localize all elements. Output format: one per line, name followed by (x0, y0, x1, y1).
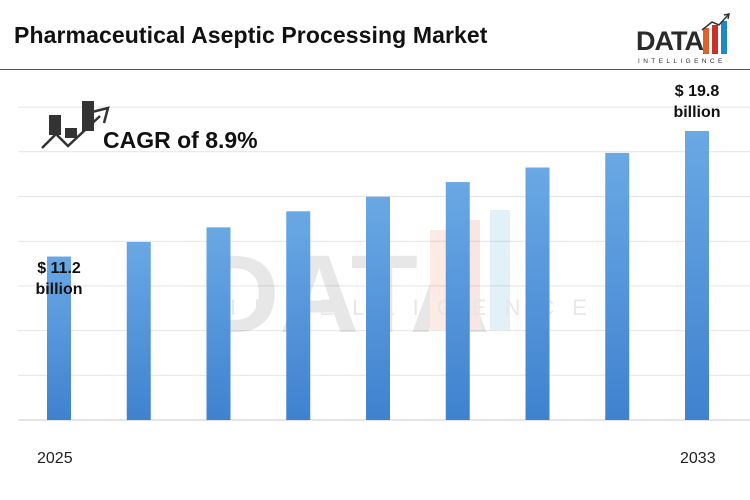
bar-2028 (286, 211, 311, 420)
x-tick-label-2025: 2025 (37, 450, 73, 467)
company-logo: DATA INTELLIGENCE (636, 12, 740, 66)
cagr-label: CAGR of 8.9% (103, 127, 258, 153)
logo-tagline: INTELLIGENCE (638, 58, 726, 65)
bar-2026 (126, 241, 151, 420)
x-tick-label-2033: 2033 (680, 450, 716, 467)
bars (47, 131, 709, 421)
bar-2025 (47, 256, 71, 420)
bar-2030 (445, 182, 470, 420)
logo-bars-icon (701, 13, 730, 54)
trend-up-icon (41, 101, 110, 149)
svg-text:DATA: DATA (200, 233, 489, 356)
bar-2031 (525, 167, 550, 420)
bar-2033 (685, 131, 709, 420)
bar-2027 (206, 227, 231, 420)
bar-2032 (605, 152, 630, 421)
bar-chart: DATA INTELLIGENCE (18, 106, 750, 421)
logo-wordmark: DATA (636, 26, 704, 56)
bar-2029 (366, 196, 390, 420)
chart-title: Pharmaceutical Aseptic Processing Market (14, 22, 488, 48)
header-divider (0, 69, 750, 70)
bar-value-label-2033: $ 19.8 billion (673, 83, 721, 121)
bar-value-label-2025: $ 11.2 billion (35, 260, 83, 298)
